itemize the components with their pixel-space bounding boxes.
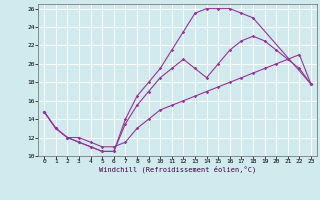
- X-axis label: Windchill (Refroidissement éolien,°C): Windchill (Refroidissement éolien,°C): [99, 166, 256, 173]
